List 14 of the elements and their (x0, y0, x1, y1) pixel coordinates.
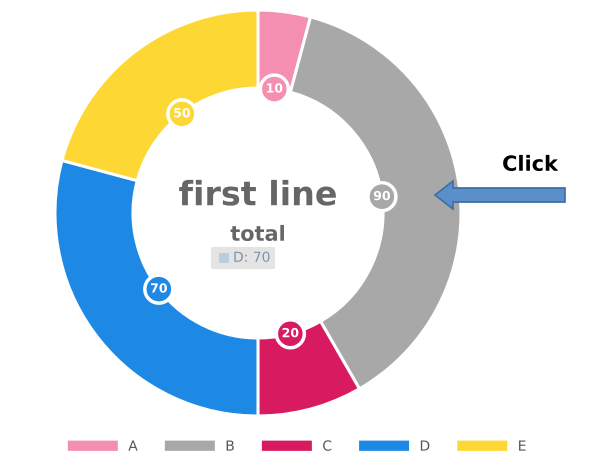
legend-label: D (420, 440, 430, 451)
text: first line (179, 180, 336, 206)
legend-label: A (128, 440, 138, 451)
text: D: 70 (234, 252, 270, 262)
data-label: 70 (150, 283, 167, 293)
data-label: 10 (267, 83, 282, 93)
data-label: 20 (282, 328, 298, 338)
data-label: 90 (374, 190, 390, 200)
text: Click (503, 154, 558, 172)
data-label: 50 (174, 108, 190, 118)
legend-label: E (519, 440, 526, 451)
text: total (230, 224, 284, 242)
legend-label: B (226, 440, 234, 451)
legend-label: C (323, 440, 332, 451)
